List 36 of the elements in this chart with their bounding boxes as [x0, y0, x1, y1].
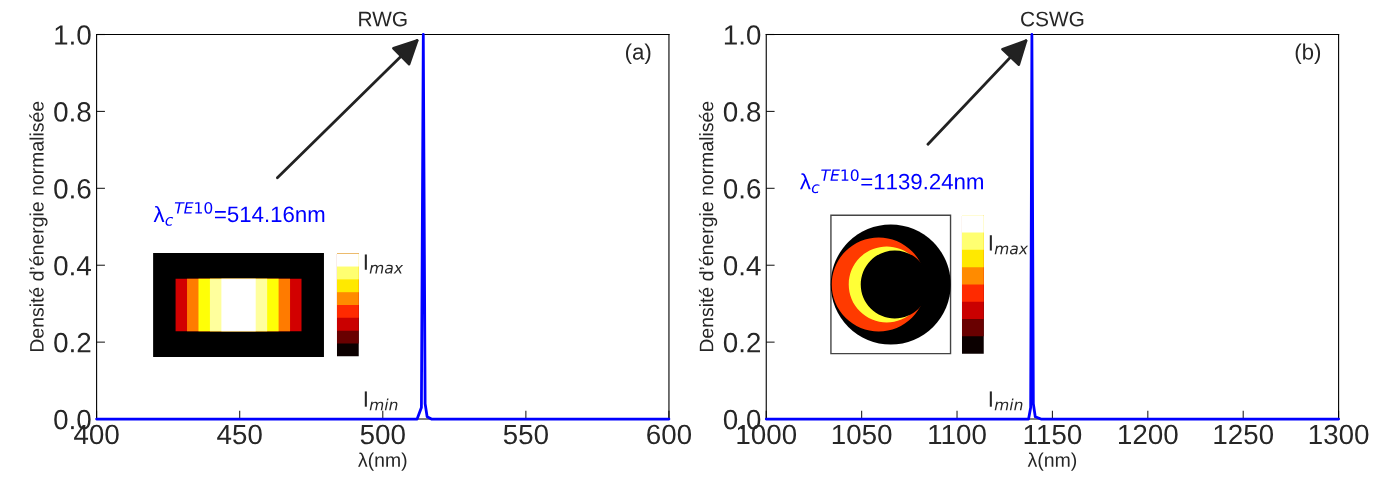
y-tick-label: 0.2: [723, 332, 760, 353]
y-tick-label: 0.4: [54, 255, 91, 276]
y-tick-label: 0.6: [723, 178, 761, 199]
x-tick-label: 450: [217, 424, 262, 445]
annotation: I$_{min}$: [364, 391, 398, 411]
y-axis-title: Densité d’énergie normalisée: [698, 101, 718, 352]
annotation: λ$_{c}$$^{TE10}$=514.16nm: [153, 201, 325, 226]
chart-title: RWG: [359, 11, 407, 27]
annotation: (a): [626, 43, 651, 65]
x-tick-label: 1100: [929, 424, 986, 445]
x-tick-label: 500: [360, 424, 405, 445]
x-tick-label: 1200: [1119, 424, 1178, 445]
x-axis-title: λ(nm): [358, 452, 407, 471]
x-tick-label: 1300: [1309, 424, 1369, 445]
line-series: [95, 33, 671, 421]
x-tick-label: 600: [647, 424, 692, 445]
annotation: λ$_{c}$$^{TE10}$=1139.24nm: [799, 169, 983, 194]
annotation: (b): [1295, 43, 1321, 65]
x-tick-label: 1250: [1214, 424, 1274, 445]
x-tick-label: 1050: [832, 424, 892, 445]
y-tick-label: 1.0: [55, 25, 91, 45]
x-axis-title: λ(nm): [1027, 452, 1077, 471]
y-tick-label: 0.8: [54, 102, 91, 122]
annotation: I$_{max}$: [364, 254, 404, 274]
chart-title: CSWG: [1021, 11, 1084, 27]
y-tick-label: 0.2: [54, 332, 91, 353]
y-axis-title: Densité d’énergie normalisée: [29, 101, 48, 352]
line-series: [764, 33, 1340, 421]
y-tick-label: 0.8: [723, 102, 761, 122]
x-tick-label: 550: [503, 424, 548, 445]
x-tick-label: 1150: [1024, 424, 1082, 445]
annotation: I$_{min}$: [989, 391, 1023, 411]
annotation: I$_{max}$: [989, 235, 1029, 255]
y-tick-label: 0.6: [54, 178, 91, 199]
y-tick-label: 0.4: [723, 255, 761, 276]
y-tick-label: 1.0: [724, 25, 761, 45]
